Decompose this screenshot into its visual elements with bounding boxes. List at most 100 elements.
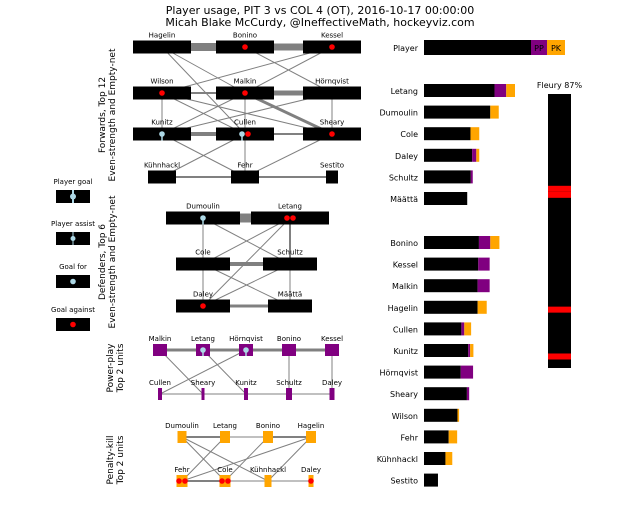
pp-name-bonino: Bonino bbox=[277, 335, 301, 343]
bar-pk-letang bbox=[506, 84, 515, 97]
pp-node-sheary bbox=[201, 388, 205, 400]
link-letang-fehr bbox=[181, 436, 226, 482]
link-hagelin-cullen bbox=[161, 46, 246, 135]
bar-name-hornqvist: Hörnqvist bbox=[380, 369, 418, 378]
pk-mark-fehr-0 bbox=[176, 478, 182, 484]
bar-pk-wilson bbox=[457, 408, 460, 422]
fwd-node-fehr bbox=[231, 170, 259, 184]
legend-label-player-goal: Player goal bbox=[54, 178, 93, 186]
fwd-name-hagelin: Hagelin bbox=[149, 32, 176, 40]
pp-name-letang: Letang bbox=[191, 335, 215, 343]
link-malkin-sheary bbox=[159, 349, 204, 395]
fwd-node-kuhnhackl bbox=[148, 170, 176, 184]
def-name-schultz: Schultz bbox=[277, 249, 303, 257]
defenders-network: Dumoulin Letang Cole Schultz Daley Määttä bbox=[166, 203, 329, 313]
pk-node-fehr bbox=[176, 475, 188, 487]
bar-pk-dumoulin bbox=[490, 105, 499, 119]
pp-name-kunitz: Kunitz bbox=[235, 379, 257, 387]
pk-node-cole bbox=[219, 475, 231, 487]
bar-name-schultz: Schultz bbox=[389, 173, 418, 182]
bar-es-kessel bbox=[424, 257, 479, 271]
bar-name-cole: Cole bbox=[400, 130, 418, 139]
def-name-maatta: Määttä bbox=[278, 291, 302, 299]
bar-name-letang: Letang bbox=[391, 87, 418, 96]
def-node-letang bbox=[251, 211, 329, 225]
pp-name-malkin: Malkin bbox=[149, 335, 172, 343]
bar-es-cullen bbox=[424, 322, 462, 336]
pp-name-daley: Daley bbox=[322, 379, 342, 387]
fwd-name-cullen: Cullen bbox=[234, 119, 256, 127]
fwd-name-kessel: Kessel bbox=[321, 32, 343, 40]
fwd-name-bonino: Bonino bbox=[233, 32, 257, 40]
bar-es-sestito bbox=[424, 473, 438, 487]
pp-node-cullen bbox=[158, 388, 162, 400]
bar-pk-fehr bbox=[448, 430, 458, 444]
pp-name-cullen: Cullen bbox=[149, 379, 171, 387]
bar-value-hornqvist: 15 bbox=[426, 369, 436, 378]
bar-es-daley bbox=[424, 148, 473, 162]
section-label-penaltykill: Penalty-killTop 2 units bbox=[106, 435, 126, 485]
bar-name-daley: Daley bbox=[395, 152, 418, 161]
pp-node-kunitz bbox=[244, 388, 248, 400]
bar-value-sheary: 14 bbox=[426, 390, 436, 399]
bar-name-fehr: Fehr bbox=[401, 433, 419, 442]
bar-pp-malkin bbox=[477, 279, 490, 293]
bar-es-dumoulin bbox=[424, 105, 491, 119]
def-name-dumoulin: Dumoulin bbox=[186, 203, 220, 211]
def-name-cole: Cole bbox=[195, 249, 210, 257]
bar-value-cullen: 15 bbox=[426, 325, 436, 334]
goalie-goal-against-3 bbox=[548, 353, 571, 360]
fwd-mark-kunitz-0 bbox=[159, 131, 165, 137]
fwd-node-cullen bbox=[216, 127, 274, 141]
bar-name-hagelin: Hagelin bbox=[388, 304, 418, 313]
bar-header-pp-swatch bbox=[531, 40, 547, 55]
bar-name-sestito: Sestito bbox=[390, 477, 418, 486]
penaltykill-network: Dumoulin Letang Bonino Hagelin Fehr Cole Kühnh… bbox=[165, 422, 324, 487]
goalie-bar: Fleury 87% bbox=[537, 81, 582, 368]
bar-header-player: Player bbox=[393, 44, 419, 53]
bar-header-pk-label: PK bbox=[551, 44, 562, 53]
bar-es-sheary bbox=[424, 387, 467, 401]
bar-es-fehr bbox=[424, 430, 449, 444]
bar-pk-cullen bbox=[464, 322, 472, 336]
bar-pk-daley bbox=[476, 148, 480, 162]
pk-mark-cole-1 bbox=[225, 478, 231, 484]
legend-label-player-assist: Player assist bbox=[51, 220, 95, 228]
chart-title: Player usage, PIT 3 vs COL 4 (OT), 2016-… bbox=[166, 4, 474, 17]
bar-es-cole bbox=[424, 127, 471, 141]
bar-pp-sheary bbox=[466, 387, 470, 401]
bar-es-kunitz bbox=[424, 344, 469, 357]
bar-header-es-label: Total mins, of which: ES bbox=[425, 44, 521, 53]
link-wilson-sheary bbox=[161, 92, 333, 135]
def-node-schultz bbox=[263, 257, 317, 271]
bar-name-malkin: Malkin bbox=[392, 282, 418, 291]
bar-header-es-swatch bbox=[424, 40, 531, 55]
pp-node-daley bbox=[329, 388, 335, 400]
bar-value-malkin: 20 bbox=[426, 282, 436, 291]
fwd-name-wilson: Wilson bbox=[150, 78, 173, 86]
bar-value-schultz: 15 bbox=[426, 173, 436, 182]
fwd-mark-cullen-0 bbox=[239, 131, 245, 137]
bar-name-maatta: Määttä bbox=[390, 195, 418, 204]
fwd-name-kuhnhackl: Kühnhackl bbox=[144, 162, 180, 170]
pp-name-schultz: Schultz bbox=[276, 379, 302, 387]
bar-pk-hagelin bbox=[477, 300, 487, 314]
link-letang-kunitz bbox=[202, 349, 247, 395]
fwd-name-hornqvist: Hörnqvist bbox=[315, 78, 349, 86]
bar-pk-kuhnhackl bbox=[445, 452, 453, 465]
pk-name-fehr: Fehr bbox=[174, 466, 189, 474]
pp-name-hornqvist: Hörnqvist bbox=[229, 335, 263, 343]
pp-name-kessel: Kessel bbox=[321, 335, 343, 343]
pk-name-dumoulin: Dumoulin bbox=[165, 422, 199, 430]
bar-es-wilson bbox=[424, 408, 458, 422]
bar-es-kuhnhackl bbox=[424, 452, 446, 465]
pk-name-daley: Daley bbox=[301, 466, 321, 474]
legend-goal-for-dot bbox=[70, 278, 76, 285]
pp-node-bonino bbox=[282, 344, 296, 356]
toi-bar-chart: Player Total mins, of which: ES PP PK Letang… bbox=[377, 40, 565, 487]
pk-mark-daley-0 bbox=[308, 478, 314, 484]
pp-mark-hornqvist-0 bbox=[243, 347, 249, 353]
pk-node-letang bbox=[220, 431, 230, 443]
bar-name-kessel: Kessel bbox=[393, 261, 418, 270]
link-letang-daley bbox=[202, 217, 291, 307]
